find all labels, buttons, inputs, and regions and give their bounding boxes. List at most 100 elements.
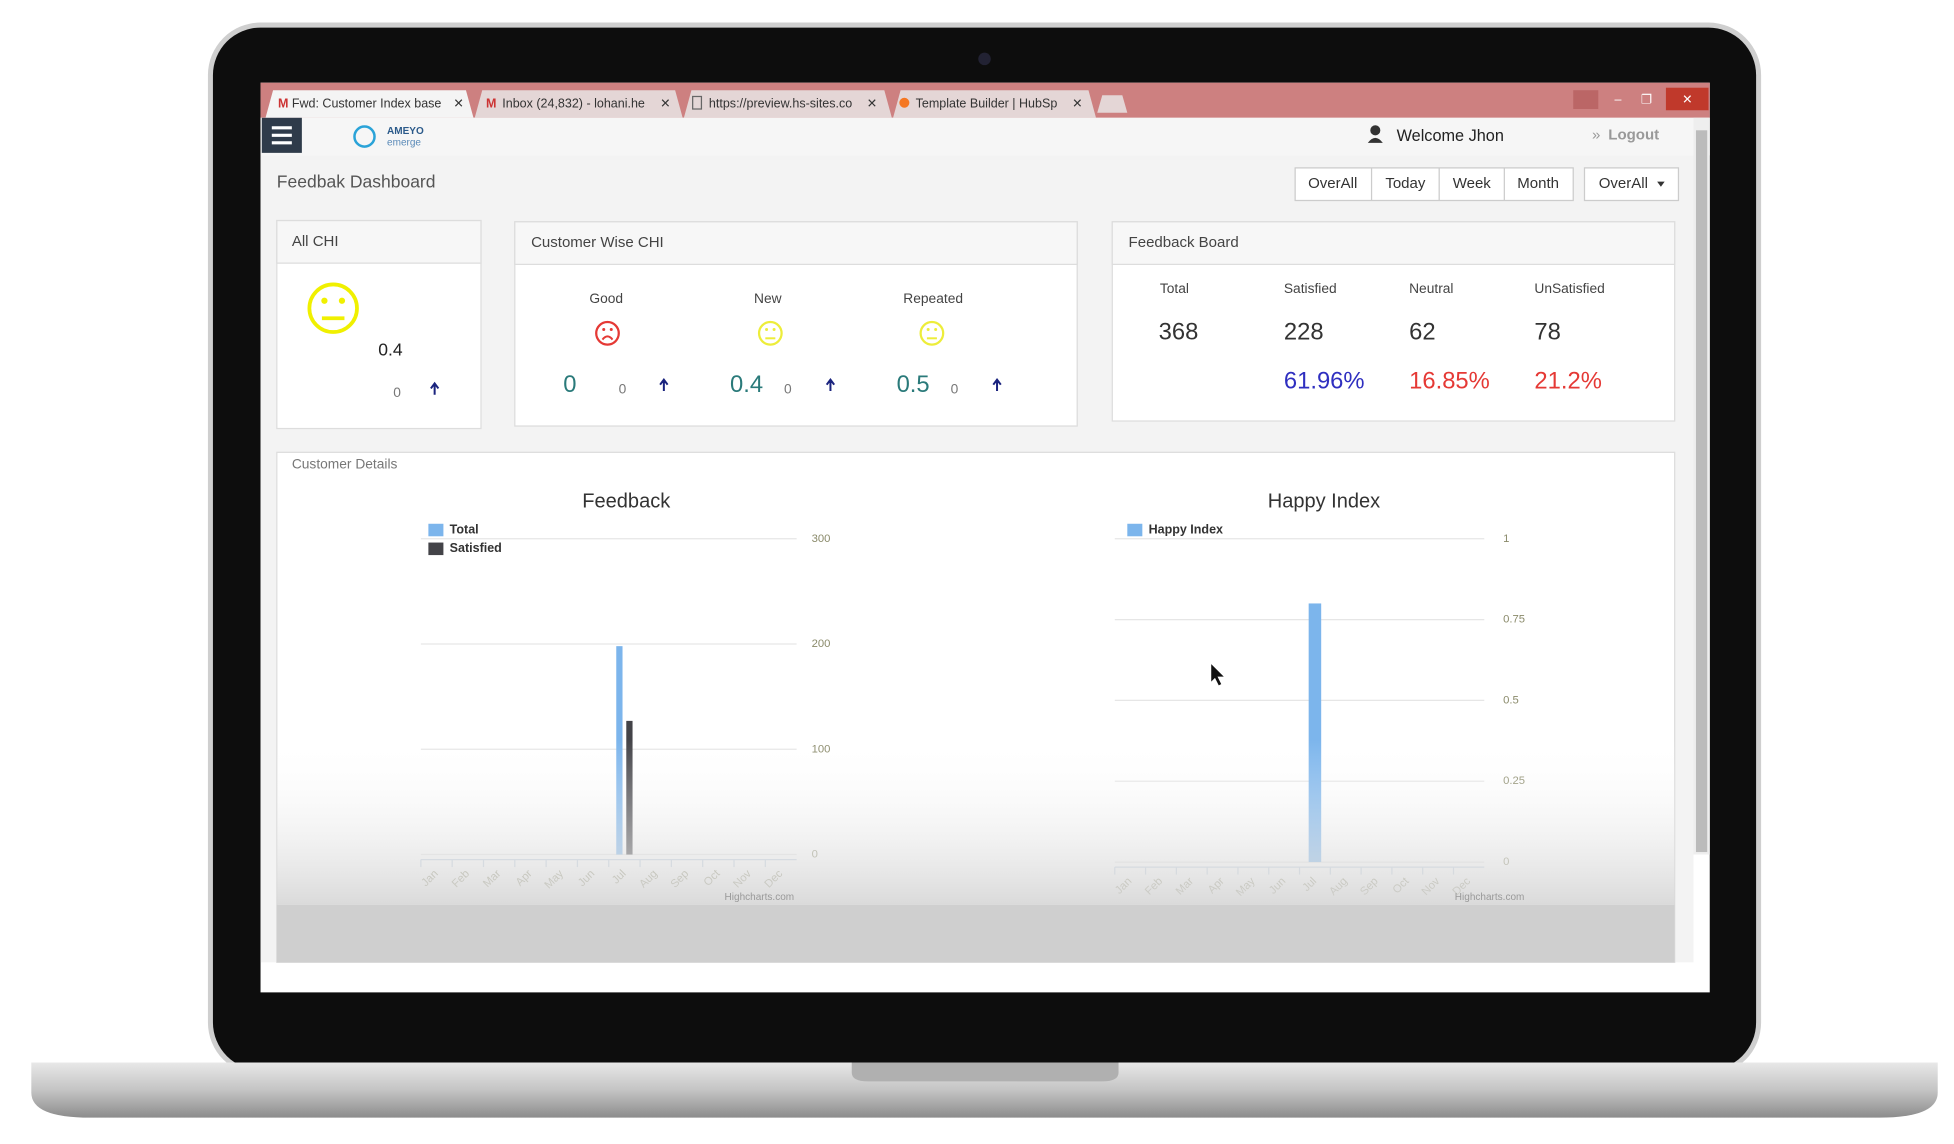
tab[interactable] — [265, 90, 474, 118]
board-percent: 16.85% — [1409, 367, 1490, 394]
page-title: Feedbak Dashboard — [277, 172, 436, 192]
laptop-base — [31, 1062, 1938, 1118]
tab-close[interactable]: ✕ — [453, 96, 463, 110]
chart-title: Feedback — [582, 491, 671, 513]
tab-icon — [899, 97, 910, 108]
bar — [1308, 603, 1322, 863]
tab[interactable] — [893, 90, 1096, 118]
logo: AMEYO — [387, 126, 424, 137]
y-tick-label: 1 — [1503, 533, 1509, 545]
logout[interactable]: Logout — [1608, 126, 1659, 143]
restore-button[interactable]: ❐ — [1641, 93, 1652, 107]
panel-title: All CHI — [292, 233, 339, 250]
bar — [626, 720, 633, 855]
panel-title: Feedback Board — [1129, 234, 1239, 251]
group-change: 0 — [951, 381, 959, 396]
tab-title[interactable]: Fwd: Customer Index base — [292, 96, 442, 110]
group-change: 0 — [619, 381, 627, 396]
logo-mark — [353, 125, 376, 148]
new-tab[interactable] — [1097, 95, 1128, 113]
tab-title[interactable]: Inbox (24,832) - lohani.he — [502, 96, 645, 110]
camera — [978, 52, 991, 66]
tab-close[interactable]: ✕ — [1072, 96, 1082, 110]
user-icon — [1367, 137, 1383, 143]
y-tick-label: 200 — [812, 638, 831, 650]
board-label: Satisfied — [1284, 281, 1337, 296]
welcome: Welcome Jhon — [1397, 127, 1504, 145]
chart-credit: Highcharts.com — [725, 892, 795, 903]
tab-title[interactable]: https://preview.hs-sites.co — [709, 96, 852, 110]
board-label: Total — [1160, 281, 1189, 296]
footer-band — [276, 904, 1675, 963]
tab[interactable] — [683, 90, 892, 118]
board-count: 62 — [1409, 319, 1435, 346]
tab-close[interactable]: ✕ — [867, 96, 877, 110]
neutral-face — [307, 282, 359, 334]
board-count: 368 — [1159, 319, 1199, 346]
caret — [1657, 181, 1665, 187]
filter-button[interactable]: OverAll — [1308, 175, 1357, 192]
panel-title: Customer Wise CHI — [531, 234, 664, 251]
app-header — [260, 117, 1710, 156]
sad-face — [595, 320, 620, 346]
group-label: Good — [589, 291, 623, 306]
board-label: UnSatisfied — [1534, 281, 1604, 296]
trend-icon — [659, 377, 1002, 391]
tabs: M Fwd: Customer Index base ✕ M Inbox (24… — [265, 87, 1709, 118]
filter-group — [1294, 167, 1574, 202]
legend-swatch — [428, 523, 444, 537]
board-count: 78 — [1534, 319, 1560, 346]
y-tick-label: 100 — [812, 743, 831, 755]
y-tick-label: 0 — [812, 849, 818, 861]
board-count: 228 — [1284, 319, 1324, 346]
chart-title: Happy Index — [1268, 491, 1380, 513]
group-value: 0.5 — [897, 371, 930, 398]
filter-button[interactable]: Week — [1453, 175, 1492, 192]
board-percent: 61.96% — [1284, 367, 1365, 394]
user-icon — [1370, 125, 1381, 136]
group-value: 0.4 — [730, 371, 763, 398]
group-label: Repeated — [903, 291, 963, 306]
y-tick-label: 0.75 — [1503, 614, 1525, 626]
close-button[interactable] — [1665, 87, 1709, 111]
panel-header — [514, 221, 1078, 266]
legend-label: Happy Index — [1149, 522, 1223, 536]
filter-button[interactable]: Today — [1385, 175, 1426, 192]
neutral-face — [757, 320, 783, 346]
legend-swatch — [1127, 523, 1143, 537]
mouse-cursor — [1211, 664, 1224, 686]
logout-icon: » — [1592, 126, 1600, 143]
minimize-button[interactable]: – — [1615, 93, 1622, 107]
panel-title: Customer Details — [292, 457, 398, 472]
y-tick-label: 300 — [812, 533, 831, 545]
y-tick-label: 0.5 — [1503, 694, 1519, 706]
tab-icon: M — [278, 96, 288, 110]
legend-label: Satisfied — [450, 541, 502, 555]
panel-header — [1111, 221, 1676, 266]
bar — [616, 646, 623, 855]
chi-change: 0 — [393, 385, 401, 400]
board-percent: 21.2% — [1534, 367, 1601, 394]
group-change: 0 — [784, 381, 792, 396]
tab-icon: M — [486, 96, 496, 110]
chart-credit: Highcharts.com — [1455, 892, 1525, 903]
group-value: 0 — [563, 371, 576, 398]
y-tick-label: 0 — [1503, 856, 1509, 868]
chi-value: 0.4 — [378, 339, 403, 359]
close-icon: ✕ — [1682, 93, 1692, 107]
menu-icon — [271, 126, 292, 145]
y-tick-label: 0.25 — [1503, 775, 1525, 787]
trend-icon — [430, 381, 440, 395]
group-label: New — [754, 291, 782, 306]
scrollbar-thumb[interactable] — [1695, 130, 1708, 853]
logo-sub: emerge — [387, 137, 421, 148]
laptop-notch — [851, 1062, 1119, 1082]
filter-button[interactable]: Month — [1517, 175, 1559, 192]
legend-swatch — [428, 542, 444, 556]
tab-title[interactable]: Template Builder | HubSp — [916, 96, 1058, 110]
tab-close[interactable]: ✕ — [660, 96, 670, 110]
panel-header — [276, 219, 482, 264]
tab[interactable] — [474, 90, 683, 118]
profile-button[interactable] — [1573, 90, 1599, 110]
